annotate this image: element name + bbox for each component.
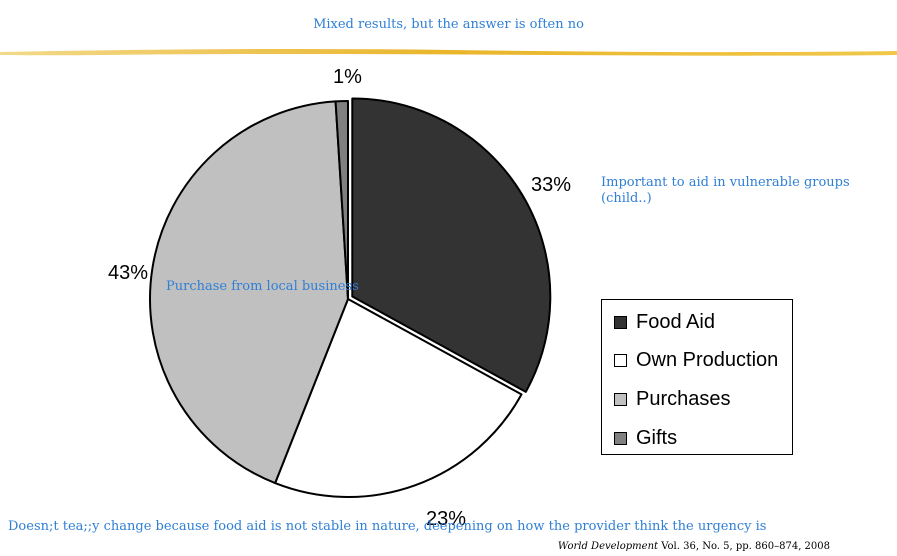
citation-journal: World Development — [557, 541, 659, 552]
legend-label-food-aid: Food Aid — [636, 310, 715, 333]
slice-label-food-aid: 33% — [531, 174, 572, 196]
pie-slice-gifts — [334, 100, 349, 300]
pie-slice-own-production — [274, 298, 523, 498]
legend-item-food-aid: Food Aid — [614, 310, 715, 334]
slice-label-purchases: 43% — [108, 262, 149, 284]
pie-slice-purchases — [149, 100, 349, 485]
legend-swatch-own-production — [614, 353, 627, 367]
legend-item-purchases: Purchases — [614, 387, 731, 411]
legend-label-gifts: Gifts — [636, 426, 678, 449]
slice-label-own-production: 23% — [426, 508, 467, 530]
legend-swatch-food-aid — [614, 315, 627, 329]
citation-details: Vol. 36, No. 5, pp. 860–874, 2008 — [658, 541, 830, 552]
title-underline — [0, 48, 897, 56]
legend-label-own-production: Own Production — [636, 348, 779, 371]
annotation-vulnerable-groups-2: (child..) — [601, 191, 652, 206]
legend-swatch-gifts — [614, 431, 627, 445]
legend-swatch-purchases — [614, 392, 627, 406]
slice-label-gifts: 1% — [333, 66, 362, 88]
legend: Food Aid Own Production Purchases Gifts — [601, 299, 793, 455]
annotation-local-business: Purchase from local business — [166, 279, 359, 294]
legend-label-purchases: Purchases — [636, 387, 731, 410]
citation: World Development Vol. 36, No. 5, pp. 86… — [558, 541, 830, 552]
annotation-bottom-note: Doesn;t tea;;y change because food aid i… — [8, 519, 767, 534]
legend-item-own-production: Own Production — [614, 348, 778, 372]
annotation-vulnerable-groups-1: Important to aid in vulnerable groups — [601, 175, 850, 190]
legend-item-gifts: Gifts — [614, 426, 677, 450]
subtitle: Mixed results, but the answer is often n… — [313, 17, 584, 32]
pie-slice-food-aid — [351, 97, 552, 393]
